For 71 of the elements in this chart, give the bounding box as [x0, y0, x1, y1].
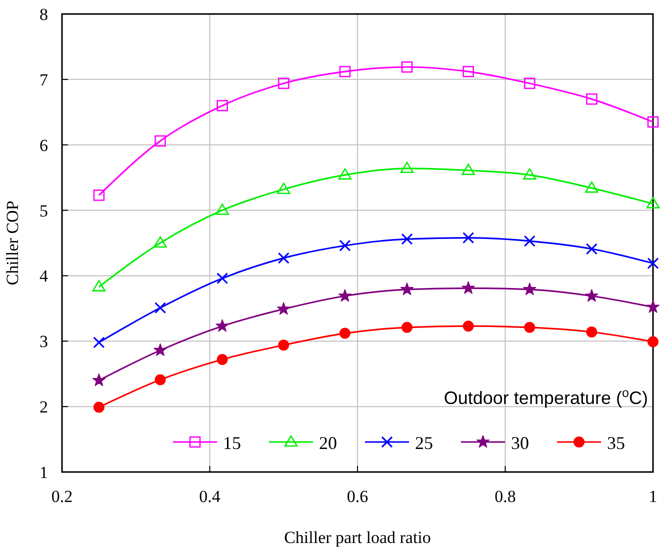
- point: [648, 336, 658, 348]
- point: [216, 354, 228, 365]
- point: [154, 343, 167, 356]
- point: [524, 78, 536, 90]
- legend-title: Outdoor temperature ($^{o}$C): [444, 386, 648, 408]
- x-tick-label: 0.4: [199, 487, 221, 506]
- x-tick-label: 0.8: [494, 487, 516, 506]
- point: [276, 182, 290, 194]
- point: [401, 233, 413, 245]
- point: [216, 319, 229, 332]
- point: [93, 402, 104, 413]
- y-tick-label: 1: [40, 463, 48, 482]
- legend-label: 15: [223, 433, 241, 453]
- point: [586, 93, 598, 105]
- point: [278, 340, 290, 351]
- point: [338, 168, 352, 180]
- point: [92, 280, 106, 292]
- y-axis-title: Chiller COP: [3, 200, 22, 286]
- point: [522, 168, 536, 180]
- point: [216, 100, 228, 112]
- point: [93, 190, 105, 201]
- point: [339, 240, 351, 252]
- point: [154, 302, 166, 314]
- x-tick-label: 0.2: [51, 487, 73, 506]
- y-tick-label: 7: [40, 70, 48, 90]
- point: [523, 282, 536, 296]
- point: [339, 66, 351, 78]
- point: [585, 181, 598, 193]
- point: [338, 289, 352, 302]
- legend-label: 35: [607, 433, 625, 453]
- point: [462, 66, 474, 78]
- point: [277, 302, 290, 315]
- point: [585, 289, 598, 302]
- point: [462, 320, 474, 332]
- point: [462, 232, 474, 244]
- point: [646, 197, 660, 208]
- point: [524, 322, 536, 333]
- point: [401, 61, 413, 73]
- point: [647, 257, 659, 270]
- point: [462, 164, 475, 176]
- x-axis-title: Chiller part load ratio: [284, 528, 431, 547]
- point: [93, 336, 105, 348]
- point: [646, 300, 660, 313]
- point: [647, 116, 659, 128]
- point: [278, 78, 290, 90]
- point: [401, 322, 412, 333]
- point: [462, 281, 475, 294]
- y-tick-label: 2: [40, 398, 48, 417]
- y-tick-label: 4: [40, 266, 48, 286]
- x-tick-label: 0.6: [346, 487, 368, 506]
- point: [400, 162, 414, 174]
- legend-label: 20: [319, 433, 337, 453]
- point: [524, 235, 536, 247]
- legend-label: 30: [511, 433, 529, 453]
- point: [586, 326, 598, 338]
- point: [154, 374, 166, 386]
- y-tick-label: 5: [40, 201, 48, 220]
- y-tick-label: 3: [40, 332, 48, 352]
- point: [339, 328, 350, 339]
- y-tick-label: 8: [40, 5, 48, 24]
- point: [154, 236, 167, 248]
- point: [216, 204, 229, 215]
- point: [400, 282, 414, 296]
- x-tick-label: 1: [648, 487, 658, 506]
- y-tick-label: 6: [40, 136, 48, 155]
- point: [216, 272, 228, 284]
- legend-label: 25: [415, 433, 433, 453]
- point: [154, 135, 166, 147]
- point: [92, 374, 106, 386]
- point: [278, 252, 290, 264]
- point: [586, 243, 598, 255]
